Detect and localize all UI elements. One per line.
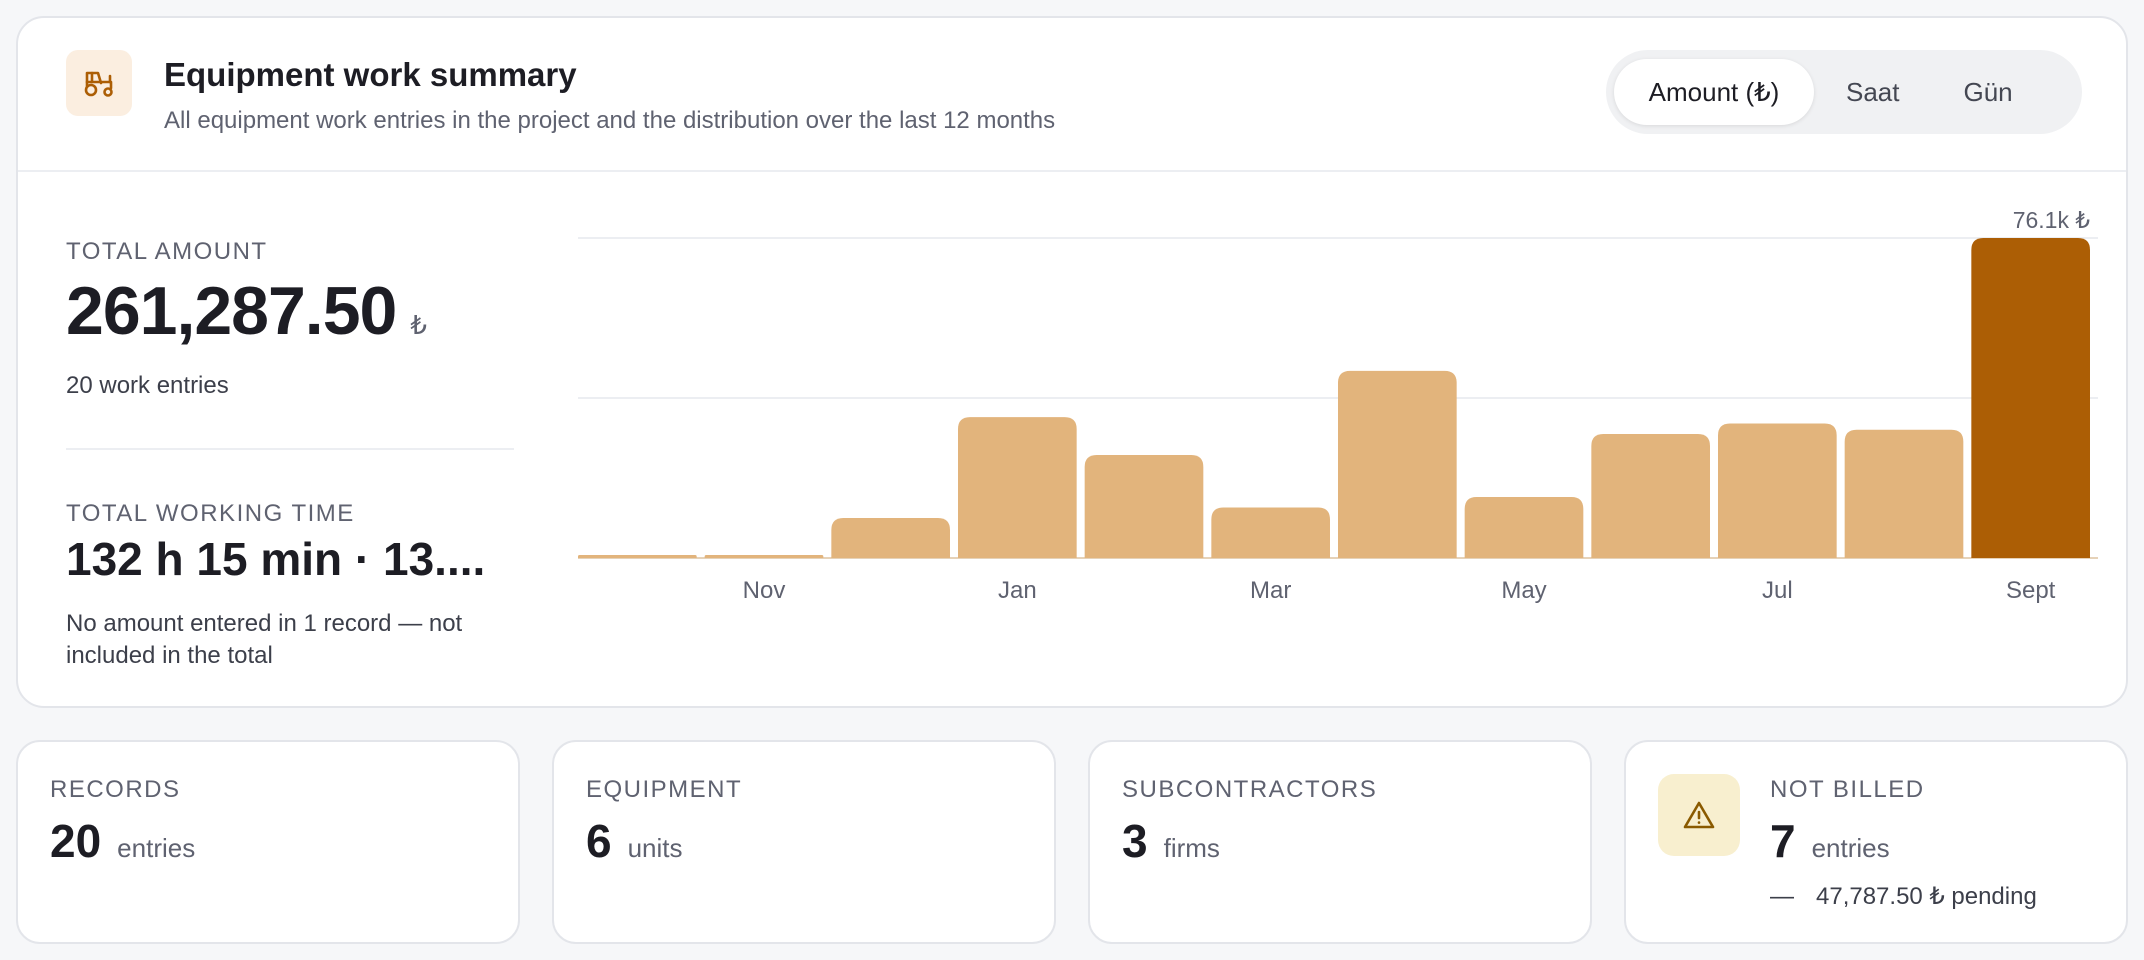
equipment-summary-card: Equipment work summary All equipment wor… (16, 16, 2128, 708)
total-amount-label: TOTAL AMOUNT (66, 238, 268, 265)
toggle-days-button[interactable]: Gün (1932, 59, 2045, 125)
total-amount: 261,287.50 ₺ (66, 272, 427, 350)
time-note: No amount entered in 1 record — not incl… (66, 610, 463, 669)
pending-dash: — (1770, 883, 1794, 910)
summary-header: Equipment work summary All equipment wor… (18, 18, 2126, 172)
not-billed-unit: entries (1811, 833, 1890, 863)
page-subtitle: All equipment work entries in the projec… (164, 107, 1056, 134)
records-label: RECORDS (50, 776, 181, 803)
page-title: Equipment work summary (164, 56, 577, 93)
subcontractors-label: SUBCONTRACTORS (1122, 776, 1378, 803)
bar-oct (578, 555, 697, 558)
total-amount-value: 261,287.50 (66, 273, 397, 349)
equipment-value: 6 units (586, 814, 683, 868)
bar-jul (1718, 423, 1837, 558)
tick-label-nov: Nov (743, 577, 786, 604)
bar-dec (831, 518, 950, 558)
toggle-hours-button[interactable]: Saat (1814, 59, 1932, 125)
subcontractors-value: 3 firms (1122, 814, 1220, 868)
equipment-unit: units (627, 833, 683, 863)
monthly-bar-chart: Nov Jan Mar May Jul Sept 76.1k ₺ (578, 207, 2098, 604)
stats-divider (66, 448, 514, 450)
tractor-icon (66, 50, 132, 116)
warning-icon (1658, 774, 1740, 856)
records-number: 20 (50, 815, 102, 867)
bar-may (1464, 497, 1584, 558)
equipment-card: EQUIPMENT 6 units (552, 740, 1056, 944)
bar-feb (1084, 454, 1204, 558)
not-billed-number: 7 (1770, 815, 1796, 867)
subcontractors-unit: firms (1163, 833, 1220, 863)
records-value: 20 entries (50, 814, 195, 868)
currency-symbol: ₺ (410, 310, 427, 340)
pending-amount: — 47,787.50 ₺ pending (1770, 882, 2037, 911)
subcontractors-number: 3 (1122, 815, 1148, 867)
tick-label-may: May (1501, 577, 1546, 604)
bar-mar (1211, 507, 1330, 558)
total-time-value: 132 h 15 min · 13.... (66, 533, 486, 585)
total-time-label: TOTAL WORKING TIME (66, 500, 355, 527)
bar-jun (1591, 433, 1710, 558)
records-card: RECORDS 20 entries (16, 740, 520, 944)
tick-label-sept: Sept (2006, 577, 2056, 604)
tick-label-jan: Jan (998, 577, 1037, 604)
not-billed-card: NOT BILLED 7 entries — 47,787.50 ₺ pendin… (1624, 740, 2128, 944)
tick-label-jul: Jul (1762, 577, 1793, 604)
not-billed-label: NOT BILLED (1770, 776, 1925, 803)
toggle-amount-button[interactable]: Amount (₺) (1614, 59, 1814, 125)
metric-toggle: Amount (₺) Saat Gün (1606, 50, 2082, 134)
entries-count: 20 work entries (66, 372, 229, 399)
bar-sept (1971, 238, 2090, 558)
data-label: 76.1k ₺ (2013, 207, 2091, 233)
tick-label-mar: Mar (1250, 577, 1291, 604)
not-billed-value: 7 entries (1770, 814, 1890, 868)
subcontractors-card: SUBCONTRACTORS 3 firms (1088, 740, 1592, 944)
equipment-number: 6 (586, 815, 612, 867)
equipment-label: EQUIPMENT (586, 776, 743, 803)
pending-text: 47,787.50 ₺ pending (1816, 883, 2037, 910)
records-unit: entries (117, 833, 196, 863)
bar-apr (1338, 370, 1457, 558)
bar-nov (704, 555, 824, 558)
bar-jan (958, 417, 1077, 558)
bar-aug (1844, 429, 1964, 558)
